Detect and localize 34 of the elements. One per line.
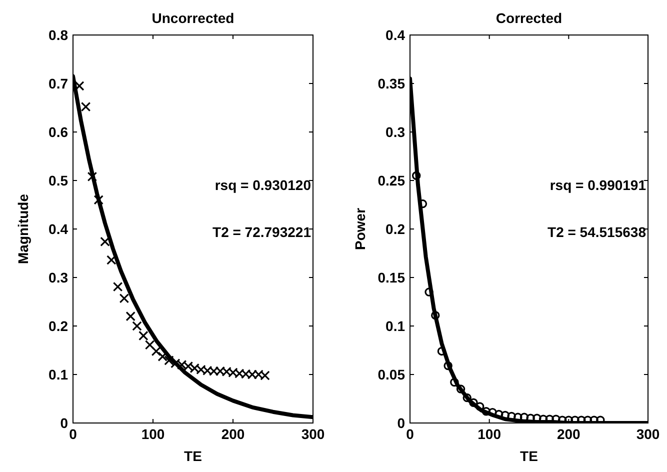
y-tick-label: 0.1 [386, 318, 406, 334]
x-tick-label: 100 [478, 426, 502, 442]
y-tick-label: 0.7 [48, 75, 68, 92]
x-tick-label: 200 [556, 426, 581, 442]
y-tick-label: 0.3 [386, 124, 406, 140]
x-axis-title: TE [184, 448, 202, 464]
chart-title: Corrected [496, 10, 562, 26]
y-tick-label: 0 [397, 414, 406, 431]
y-tick-label: 0.4 [386, 26, 406, 43]
annotation: rsq = 0.990191 [550, 177, 646, 193]
annotation: T2 = 72.793221 [212, 224, 312, 240]
x-tick-label: 200 [221, 426, 245, 442]
x-tick-label: 300 [301, 426, 325, 442]
chart-title: Uncorrected [152, 10, 234, 26]
y-tick-label: 0.2 [48, 318, 68, 334]
y-tick-label: 0.25 [378, 172, 406, 188]
y-tick-label: 0.35 [378, 75, 406, 92]
y-tick-label: 0.6 [48, 124, 68, 140]
y-tick-label: 0.2 [386, 220, 406, 237]
y-tick-label: 0 [60, 414, 68, 431]
x-axis-title: TE [520, 448, 538, 464]
y-tick-label: 0.05 [378, 366, 406, 382]
y-tick-label: 0.4 [48, 220, 68, 237]
y-axis-title: Magnitude [15, 194, 31, 264]
annotation: T2 = 54.515638 [548, 224, 646, 240]
x-tick-label: 300 [636, 426, 660, 442]
y-tick-label: 0.5 [48, 172, 68, 188]
y-axis-title: Power [352, 207, 368, 250]
annotation: rsq = 0.930120 [214, 177, 312, 193]
y-tick-label: 0.3 [48, 269, 68, 286]
y-tick-label: 0.1 [48, 366, 68, 382]
y-tick-label: 0.8 [48, 26, 68, 43]
y-tick-label: 0.15 [378, 269, 406, 286]
x-tick-label: 100 [141, 426, 165, 442]
